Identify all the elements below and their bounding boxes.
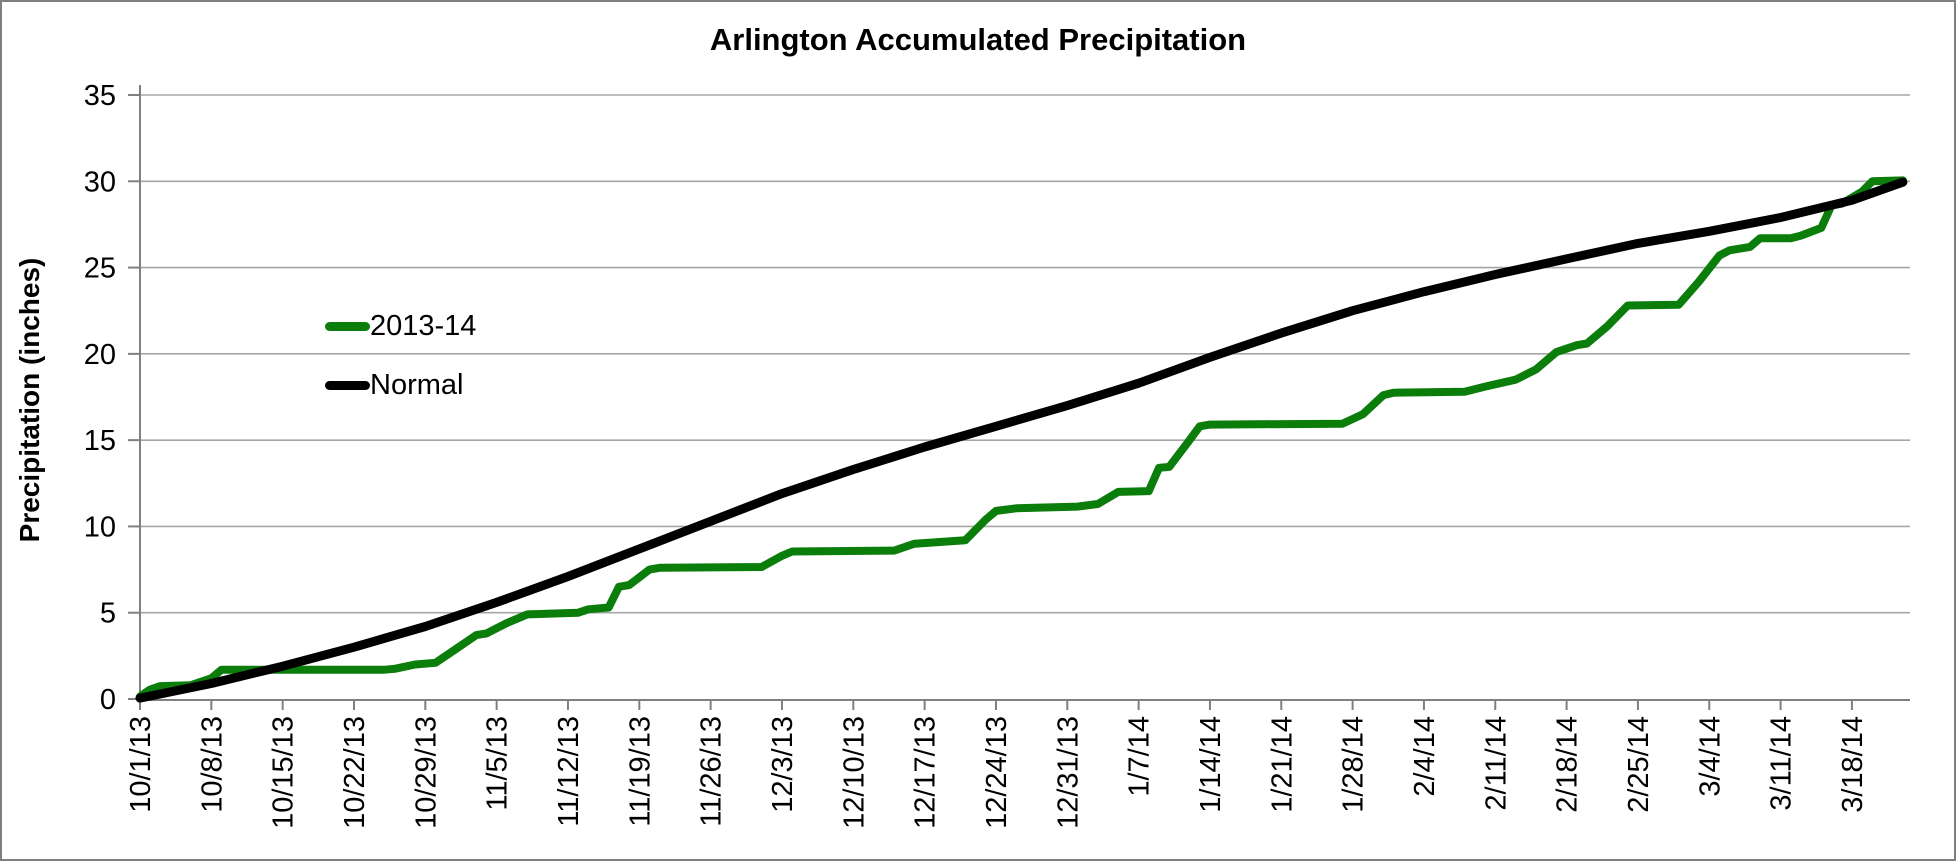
x-tick-label: 11/26/13: [696, 716, 728, 827]
x-tick-label: 10/8/13: [196, 716, 228, 813]
legend-swatch: [325, 381, 370, 390]
legend-item-2013-14: 2013-14: [325, 297, 476, 356]
line-normal: [135, 177, 1908, 703]
legend-label: Normal: [370, 369, 464, 401]
x-tick-label: 11/5/13: [482, 716, 514, 811]
chart-title: Arlington Accumulated Precipitation: [709, 22, 1247, 57]
x-tick-label: 2/4/14: [1409, 716, 1441, 797]
y-axis-title: Precipitation (inches): [14, 257, 45, 543]
line-2013-14: [136, 176, 1907, 701]
x-tick-label: 10/15/13: [268, 716, 300, 829]
x-tick-label: 10/22/13: [339, 716, 371, 829]
legend-label: 2013-14: [370, 310, 477, 342]
x-tick-label: 3/11/14: [1766, 716, 1798, 811]
x-tick-label: 11/19/13: [624, 716, 656, 827]
y-tick-label: 15: [84, 425, 116, 457]
x-tick-label: 11/12/13: [553, 716, 585, 827]
y-tick-label: 35: [84, 80, 116, 112]
x-tick-label: 10/1/13: [125, 716, 157, 813]
y-tick-label: 25: [84, 253, 116, 285]
legend-item-normal: Normal: [325, 356, 476, 415]
x-tick-label: 2/11/14: [1480, 716, 1512, 811]
x-tick-label: 10/29/13: [410, 716, 442, 829]
x-tick-label: 3/4/14: [1694, 716, 1726, 797]
legend: 2013-14 Normal: [325, 297, 476, 415]
y-tick-label: 20: [84, 339, 116, 371]
x-tick-label: 12/3/13: [767, 716, 799, 813]
y-tick-label: 30: [84, 166, 116, 198]
x-tick-label: 2/18/14: [1552, 716, 1584, 813]
x-tick-label: 3/18/14: [1837, 716, 1869, 813]
x-tick-label: 12/24/13: [981, 716, 1013, 829]
legend-swatch: [325, 322, 370, 331]
x-tick-label: 12/10/13: [838, 716, 870, 829]
x-tick-label: 12/31/13: [1052, 716, 1084, 829]
x-tick-label: 1/14/14: [1195, 716, 1227, 813]
y-tick-label: 0: [100, 684, 116, 716]
y-tick-label: 10: [84, 511, 116, 543]
x-tick-label: 12/17/13: [910, 716, 942, 829]
x-tick-label: 1/7/14: [1124, 716, 1156, 797]
y-tick-label: 5: [100, 598, 116, 630]
x-tick-label: 2/25/14: [1623, 716, 1655, 813]
x-tick-label: 1/21/14: [1266, 716, 1298, 813]
x-tick-label: 1/28/14: [1338, 716, 1370, 813]
